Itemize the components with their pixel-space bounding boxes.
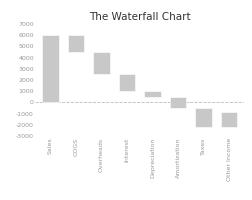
Title: The Waterfall Chart: The Waterfall Chart bbox=[89, 12, 191, 22]
Bar bbox=[68, 35, 84, 52]
Bar bbox=[195, 108, 212, 127]
Bar bbox=[93, 52, 110, 74]
Bar bbox=[170, 97, 186, 108]
Bar bbox=[144, 91, 161, 97]
Bar bbox=[119, 74, 135, 91]
Bar bbox=[42, 35, 59, 102]
Bar bbox=[221, 112, 237, 127]
